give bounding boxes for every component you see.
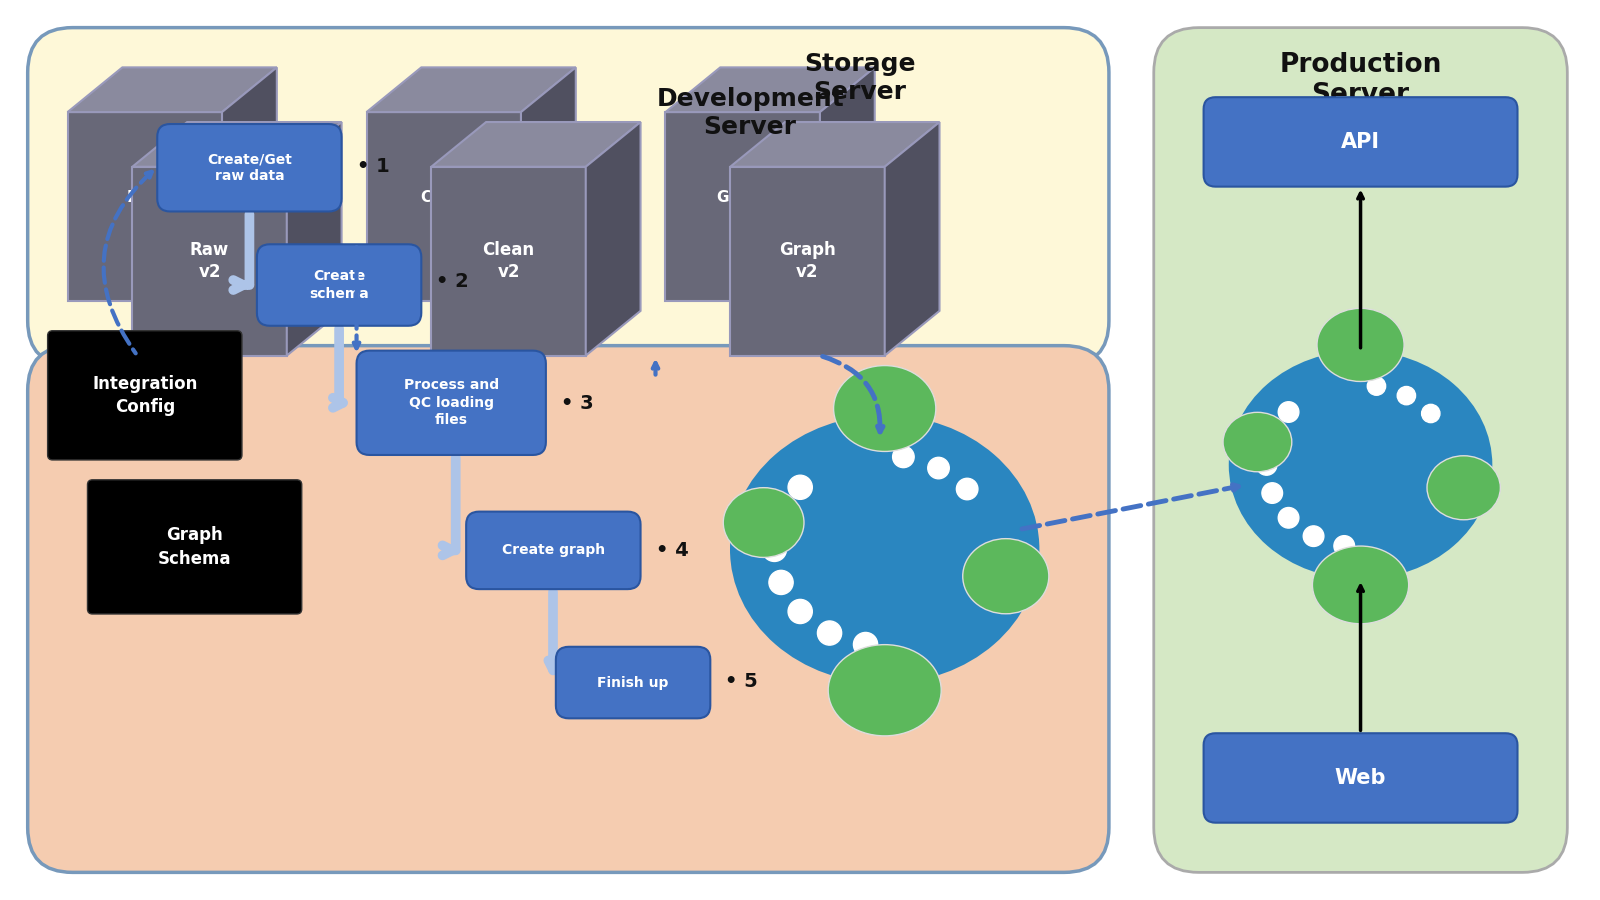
Text: • 3: • 3 <box>562 394 594 413</box>
Polygon shape <box>133 122 341 166</box>
Polygon shape <box>730 166 885 356</box>
Circle shape <box>762 537 787 562</box>
Circle shape <box>770 571 794 595</box>
Polygon shape <box>522 68 576 301</box>
Text: Create
schema: Create schema <box>309 269 370 301</box>
Text: Integration
Config: Integration Config <box>93 374 197 416</box>
Polygon shape <box>67 112 222 301</box>
Polygon shape <box>666 112 819 301</box>
FancyBboxPatch shape <box>258 244 421 326</box>
Polygon shape <box>366 68 576 112</box>
Polygon shape <box>222 68 277 301</box>
Text: Storage
Server: Storage Server <box>805 52 915 104</box>
Polygon shape <box>819 68 875 301</box>
Circle shape <box>893 446 914 468</box>
Text: Create/Get
raw data: Create/Get raw data <box>206 152 291 184</box>
FancyBboxPatch shape <box>27 28 1109 365</box>
Polygon shape <box>432 122 640 166</box>
Text: Finish up: Finish up <box>597 676 669 689</box>
Circle shape <box>1304 526 1323 546</box>
Circle shape <box>853 633 878 657</box>
Circle shape <box>770 504 794 528</box>
Circle shape <box>928 457 949 479</box>
Text: • 1: • 1 <box>357 158 389 176</box>
Ellipse shape <box>1427 455 1501 520</box>
Polygon shape <box>666 68 875 112</box>
Text: Raw
v2: Raw v2 <box>190 241 229 282</box>
Text: Raw
v1: Raw v1 <box>126 190 163 223</box>
Text: Graph
v1: Graph v1 <box>717 190 768 223</box>
Polygon shape <box>885 122 939 356</box>
Polygon shape <box>67 68 277 112</box>
Ellipse shape <box>834 365 936 452</box>
Text: Graph
Schema: Graph Schema <box>158 526 232 568</box>
Text: Create graph: Create graph <box>502 544 605 557</box>
Ellipse shape <box>963 538 1050 614</box>
Text: API: API <box>1341 132 1381 152</box>
Circle shape <box>1334 536 1355 556</box>
Circle shape <box>1278 508 1299 528</box>
Circle shape <box>1256 454 1277 475</box>
Text: • 5: • 5 <box>725 672 758 691</box>
FancyBboxPatch shape <box>466 511 640 590</box>
Circle shape <box>1397 386 1416 405</box>
FancyBboxPatch shape <box>1203 734 1517 823</box>
Circle shape <box>789 475 813 500</box>
Polygon shape <box>366 112 522 301</box>
Circle shape <box>957 478 978 500</box>
Circle shape <box>1262 482 1283 503</box>
Polygon shape <box>286 122 341 356</box>
Polygon shape <box>586 122 640 356</box>
Circle shape <box>1278 401 1299 422</box>
Ellipse shape <box>1317 309 1405 382</box>
Ellipse shape <box>829 644 941 736</box>
Ellipse shape <box>730 415 1040 683</box>
Polygon shape <box>730 122 939 166</box>
Text: • 2: • 2 <box>437 272 469 291</box>
FancyBboxPatch shape <box>27 346 1109 872</box>
Text: Production
Server: Production Server <box>1280 52 1442 109</box>
Text: Web: Web <box>1334 768 1386 788</box>
Circle shape <box>1422 404 1440 423</box>
FancyBboxPatch shape <box>1203 97 1517 186</box>
FancyBboxPatch shape <box>555 647 710 718</box>
Ellipse shape <box>1222 412 1291 472</box>
Circle shape <box>1368 377 1386 395</box>
Text: Process and
QC loading
files: Process and QC loading files <box>403 379 499 428</box>
FancyBboxPatch shape <box>48 330 242 460</box>
Ellipse shape <box>723 488 803 557</box>
Polygon shape <box>133 166 286 356</box>
FancyBboxPatch shape <box>1154 28 1568 872</box>
Circle shape <box>818 621 842 645</box>
Ellipse shape <box>1312 546 1408 624</box>
Circle shape <box>789 599 813 624</box>
FancyBboxPatch shape <box>157 124 341 212</box>
Text: Graph
v2: Graph v2 <box>779 241 835 282</box>
Circle shape <box>1262 427 1283 447</box>
FancyBboxPatch shape <box>88 480 302 614</box>
Text: • 4: • 4 <box>656 541 688 560</box>
Text: Clean
v2: Clean v2 <box>483 241 534 282</box>
Ellipse shape <box>1229 351 1493 580</box>
Text: Development
Server: Development Server <box>656 87 845 140</box>
Text: Clean
v1: Clean v1 <box>419 190 467 223</box>
Polygon shape <box>432 166 586 356</box>
FancyBboxPatch shape <box>357 351 546 455</box>
